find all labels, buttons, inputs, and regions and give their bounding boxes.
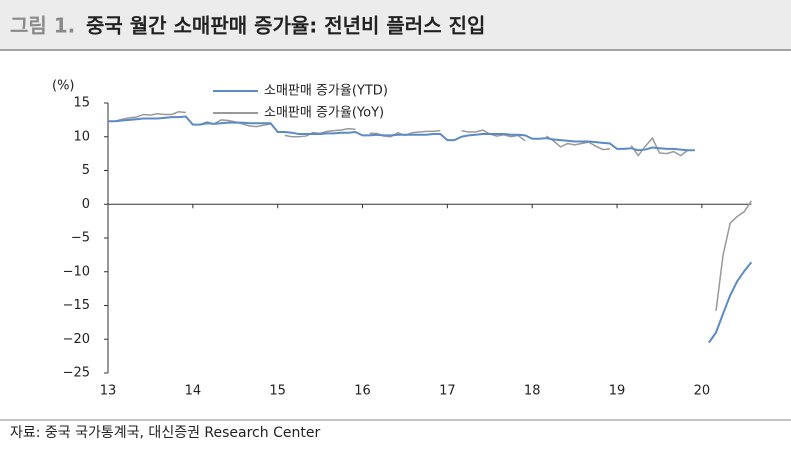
x-tick-label: 20 [694,384,711,399]
x-tick-label: 19 [609,384,626,399]
x-tick-label: 17 [439,384,456,399]
x-tick-label: 16 [354,384,371,399]
y-tick-label: −5 [71,231,90,246]
y-tick-label: −10 [63,264,90,279]
y-tick-label: 0 [82,197,90,212]
y-tick-label: −15 [63,298,90,313]
x-tick-label: 13 [100,384,117,399]
page-title: 중국 월간 소매판매 증가율: 전년비 플러스 진입 [86,14,485,38]
series-line [108,111,752,311]
y-tick-label: −25 [63,366,90,381]
y-tick-label: 15 [73,96,90,111]
y-tick-label: 5 [82,163,90,178]
y-tick-label: 10 [73,129,90,144]
x-tick-label: 15 [269,384,286,399]
y-axis-label: (%) [52,79,75,94]
x-tick-label: 18 [524,384,541,399]
x-tick-label: 14 [185,384,202,399]
header-band [0,0,791,50]
legend-label: 소매판매 증가율(YTD) [264,84,388,99]
figure-label: 그림 1. [10,14,75,38]
legend-label: 소매판매 증가율(YoY) [264,106,384,121]
source-note: 자료: 중국 국가통계국, 대신증권 Research Center [10,425,320,441]
series-line [108,115,753,344]
y-tick-label: −20 [63,332,90,347]
